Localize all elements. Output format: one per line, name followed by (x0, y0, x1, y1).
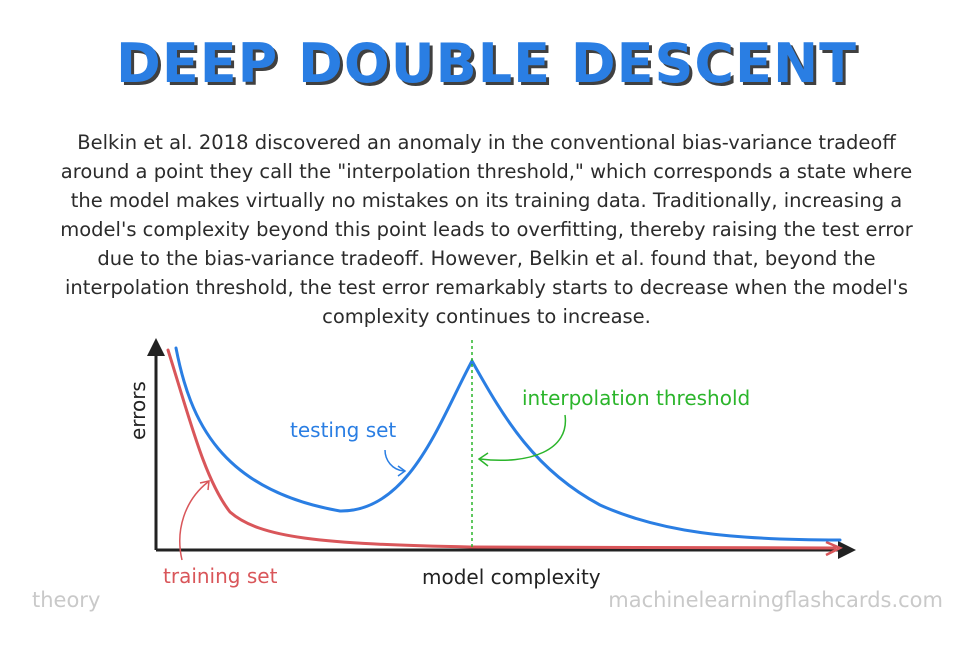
training-curve-arrowhead (825, 540, 843, 557)
y-axis-label: errors (126, 381, 150, 440)
threshold-arrowhead (477, 452, 489, 467)
testing-curve (174, 346, 842, 542)
y-axis-arrowhead (147, 338, 165, 356)
threshold-label: interpolation threshold (522, 386, 750, 410)
training-curve (166, 348, 837, 550)
testing-arrowhead (397, 465, 407, 477)
footer-website: machinelearningflashcards.com (608, 588, 943, 612)
testing-arrow (384, 449, 405, 472)
training-arrowhead (199, 480, 210, 491)
training-arrow (179, 481, 209, 561)
page-title: DEEP DOUBLE DESCENT (116, 32, 857, 95)
x-axis-label: model complexity (422, 565, 601, 589)
x-axis-arrowhead (838, 541, 856, 559)
footer-category: theory (32, 588, 101, 612)
description-text: Belkin et al. 2018 discovered an anomaly… (60, 131, 913, 328)
training-label: training set (163, 564, 278, 588)
testing-label: testing set (290, 418, 396, 442)
threshold-arrow (479, 414, 567, 462)
